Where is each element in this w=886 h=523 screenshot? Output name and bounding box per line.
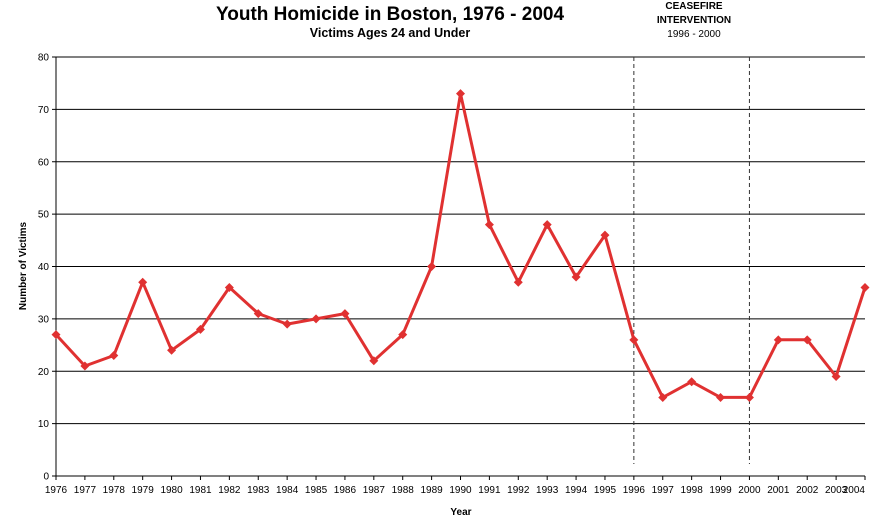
x-tick-label: 1976: [45, 485, 68, 496]
y-tick-label: 10: [38, 419, 50, 430]
data-point: [513, 277, 523, 287]
data-point: [802, 335, 812, 345]
data-point: [456, 89, 465, 99]
y-tick-label: 70: [38, 105, 50, 116]
data-point: [744, 392, 754, 402]
data-point: [253, 309, 263, 319]
data-point: [542, 220, 552, 230]
data-point: [340, 309, 350, 319]
data-point: [51, 330, 61, 340]
x-tick-label: 1997: [652, 485, 675, 496]
x-axis-label: Year: [450, 507, 471, 518]
x-tick-label: 1983: [247, 485, 270, 496]
y-tick-label: 30: [38, 314, 50, 325]
x-tick-label: 1998: [681, 485, 704, 496]
data-point: [831, 371, 841, 381]
x-tick-label: 2003: [825, 485, 848, 496]
data-point: [484, 220, 494, 230]
gridlines: [56, 56, 865, 425]
x-tick-label: 1994: [565, 485, 588, 496]
x-tick-label: 1977: [74, 485, 97, 496]
data-point: [167, 345, 177, 355]
x-tick-label: 1986: [334, 485, 357, 496]
x-tick-label: 1995: [594, 485, 617, 496]
data-point: [195, 324, 205, 334]
y-tick-label: 50: [38, 210, 50, 221]
x-tick-label: 2002: [796, 485, 819, 496]
annotation-title-line1: CEASEFIRE: [665, 1, 723, 12]
y-tick-label: 80: [38, 53, 50, 64]
data-point: [80, 361, 90, 371]
x-tick-label: 1982: [218, 485, 241, 496]
data-series: [51, 89, 870, 402]
x-tick-label: 2004: [843, 485, 866, 496]
x-tick-label: 1992: [507, 485, 530, 496]
x-tick-label: 2000: [738, 485, 761, 496]
data-point: [773, 335, 783, 345]
data-point: [311, 314, 321, 324]
data-point: [398, 330, 408, 340]
x-tick-label: 1989: [420, 485, 443, 496]
x-tick-label: 1987: [363, 485, 386, 496]
y-tick-label: 20: [38, 367, 50, 378]
series-line: [54, 92, 867, 399]
data-point: [571, 272, 581, 282]
x-tick-label: 1996: [623, 485, 646, 496]
annotation-title-line2: INTERVENTION: [657, 15, 731, 26]
x-tick-label: 1988: [392, 485, 415, 496]
x-tick-labels: 1976 1977 1978 1979 1980 1981 1982 1983 1984 1985…: [45, 485, 866, 496]
intervention-markers: [633, 57, 750, 464]
annotation-range-label: 1996 - 2000: [667, 29, 721, 40]
y-tick-label: 60: [38, 157, 50, 168]
x-tick-label: 1981: [189, 485, 212, 496]
x-tick-label: 1990: [449, 485, 472, 496]
y-tick-label: 40: [38, 262, 50, 273]
x-tick-label: 1991: [478, 485, 501, 496]
data-point: [109, 351, 119, 361]
x-tick-label: 1984: [276, 485, 299, 496]
y-axis-label: Number of Victims: [18, 221, 29, 310]
y-tick-labels: 0 10 20 30 40 50 60 70 80: [38, 53, 50, 483]
data-point: [629, 335, 639, 345]
x-tick-label: 1985: [305, 485, 328, 496]
axes: [52, 56, 866, 480]
data-point: [860, 282, 870, 292]
x-tick-label: 1978: [103, 485, 126, 496]
data-point: [369, 356, 379, 366]
data-point: [687, 377, 697, 387]
data-point: [658, 392, 668, 402]
x-tick-label: 1999: [709, 485, 732, 496]
x-tick-label: 1980: [160, 485, 183, 496]
data-point: [282, 319, 292, 329]
x-tick-label: 1979: [132, 485, 155, 496]
data-point: [224, 282, 234, 292]
data-point: [600, 230, 610, 240]
data-point: [427, 262, 437, 271]
chart-title: Youth Homicide in Boston, 1976 - 2004: [216, 4, 564, 25]
chart-subtitle: Victims Ages 24 and Under: [310, 26, 471, 40]
y-tick-label: 0: [43, 472, 49, 483]
x-tick-label: 2001: [767, 485, 790, 496]
data-point: [138, 277, 148, 287]
data-point: [716, 392, 726, 402]
x-tick-label: 1993: [536, 485, 559, 496]
